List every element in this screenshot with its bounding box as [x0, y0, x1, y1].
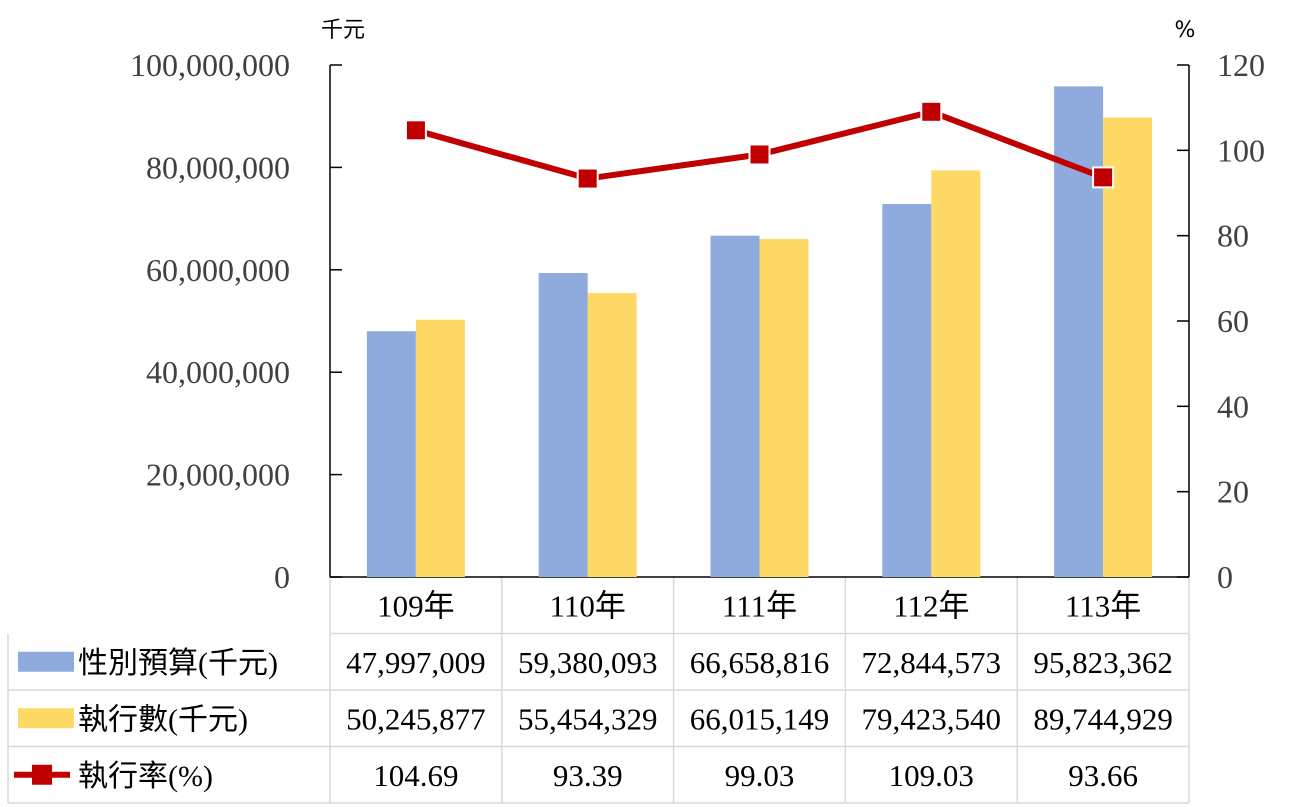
left-axis-tick-label: 40,000,000	[146, 354, 290, 390]
left-axis-tick-label: 20,000,000	[146, 457, 290, 493]
table-cell-value: 93.66	[1068, 758, 1138, 793]
left-axis-unit-label: 千元	[321, 18, 365, 43]
table-row-label: 執行數(千元)	[78, 703, 248, 736]
table-cell-value: 66,658,816	[690, 645, 830, 680]
table-cell-value: 104.69	[373, 758, 458, 793]
right-axis-tick-label: 0	[1217, 559, 1233, 595]
table-cell-value: 95,823,362	[1033, 645, 1173, 680]
right-axis-unit-label: %	[1175, 18, 1196, 43]
data-table-grid	[7, 577, 1190, 804]
bar-series-1-4	[1103, 117, 1153, 577]
left-axis-tick-label: 60,000,000	[146, 252, 290, 288]
axis-and-table-labels: 0 20,000,000 40,000,000 60,000,000 80,000,00…	[14, 47, 1265, 793]
table-cell-value: 109.03	[889, 758, 974, 793]
table-cell-value: 79,423,540	[862, 701, 1002, 736]
category-label: 113年	[1065, 588, 1141, 623]
bar-series-1-0	[415, 319, 465, 577]
legend-key-bar	[18, 651, 74, 672]
category-label: 112年	[893, 588, 969, 623]
table-cell-value: 50,245,877	[346, 701, 486, 736]
table-cell-value: 47,997,009	[346, 645, 486, 680]
bar-series-1-1	[587, 293, 637, 577]
table-row-label: 性別預算(千元)	[78, 647, 278, 680]
table-cell-value: 89,744,929	[1033, 701, 1173, 736]
bar-series	[366, 86, 1153, 578]
rate-point-4	[1092, 166, 1115, 189]
category-label: 110年	[550, 588, 626, 623]
line-series	[404, 100, 1115, 190]
rate-point-3	[920, 100, 943, 123]
bar-series-0-3	[882, 204, 932, 578]
right-axis-tick-label: 80	[1217, 218, 1249, 254]
legend-key-marker	[32, 764, 52, 785]
rate-point-1	[576, 167, 599, 190]
bar-series-0-2	[710, 235, 760, 578]
bar-series-1-3	[931, 170, 981, 577]
legend-key-bar	[18, 708, 74, 729]
bar-series-1-2	[759, 239, 809, 577]
table-row-label: 執行率(%)	[78, 760, 213, 793]
rate-point-2	[748, 143, 771, 166]
rate-point-0	[404, 119, 427, 142]
right-axis-tick-label: 120	[1217, 47, 1265, 83]
table-cell-value: 55,454,329	[518, 701, 658, 736]
table-cell-value: 66,015,149	[690, 701, 830, 736]
bar-series-0-0	[366, 331, 416, 577]
table-cell-value: 93.39	[553, 758, 623, 793]
right-axis-tick-label: 100	[1217, 132, 1265, 168]
left-axis-tick-label: 80,000,000	[146, 149, 290, 185]
table-cell-value: 72,844,573	[862, 645, 1002, 680]
left-axis-tick-label: 100,000,000	[130, 47, 290, 83]
right-axis-tick-label: 20	[1217, 474, 1249, 510]
bar-series-0-1	[538, 272, 588, 577]
right-axis-tick-label: 60	[1217, 303, 1249, 339]
category-label: 109年	[377, 588, 455, 623]
category-label: 111年	[722, 588, 797, 623]
table-cell-value: 59,380,093	[518, 645, 658, 680]
table-cell-value: 99.03	[725, 758, 795, 793]
left-axis-tick-label: 0	[274, 559, 290, 595]
right-axis-tick-label: 40	[1217, 388, 1249, 424]
